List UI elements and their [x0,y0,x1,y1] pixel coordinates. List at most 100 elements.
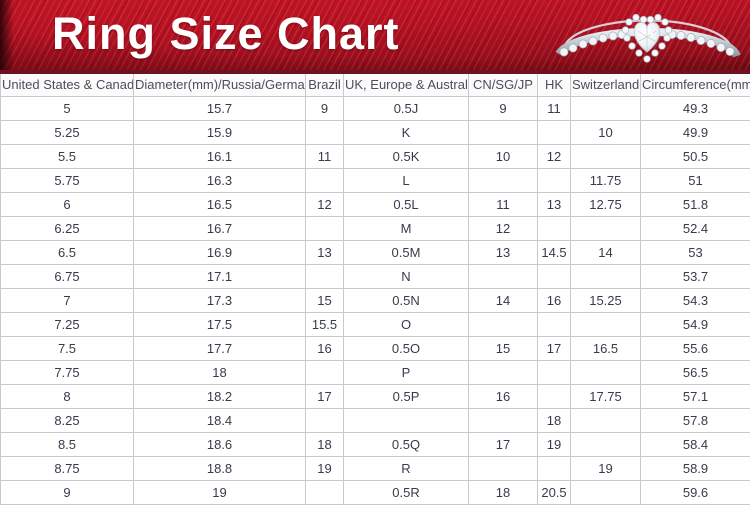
pave-diamonds-left [559,30,627,57]
table-cell: 0.5R [343,479,469,505]
heart-halo-diamonds [621,13,673,63]
table-cell: 13 [305,239,344,265]
table-row: 8 18.2 17 0.5P 16 17.75 57.1 [0,383,750,409]
table-cell: 12.75 [570,191,641,217]
table-cell: 54.3 [640,287,750,313]
table-cell [570,407,641,433]
table-cell: 11 [537,95,571,121]
table-cell: 19 [570,455,641,481]
table-cell [570,143,641,169]
table-cell [468,167,538,193]
table-row: 5 15.7 9 0.5J 9 11 49.3 [0,95,750,121]
table-cell [537,263,571,289]
table-cell: 16 [468,383,538,409]
table-cell: 8 [0,383,134,409]
table-cell [537,167,571,193]
table-cell [305,167,344,193]
table-cell [570,359,641,385]
table-cell: 11.75 [570,167,641,193]
table-cell: 59.6 [640,479,750,505]
table-cell: 8.5 [0,431,134,457]
table-cell: 56.5 [640,359,750,385]
table-cell: 49.3 [640,95,750,121]
table-cell: 17.7 [133,335,306,361]
table-row: 6.25 16.7 M 12 52.4 [0,215,750,241]
table-cell: 7.5 [0,335,134,361]
table-row: 7 17.3 15 0.5N 14 16 15.25 54.3 [0,287,750,313]
table-cell: 11 [305,143,344,169]
table-cell: 17 [468,431,538,457]
table-row: 8.75 18.8 19 R 19 58.9 [0,455,750,481]
table-cell: 58.9 [640,455,750,481]
table-cell: 20.5 [537,479,571,505]
table-row: 5.5 16.1 11 0.5K 10 12 50.5 [0,143,750,169]
table-cell: R [343,455,469,481]
table-body: 5 15.7 9 0.5J 9 11 49.3 5.25 15.9 K 10 49.9 5.5 16.1 1… [0,95,750,505]
column-header: HK [537,72,571,97]
table-cell: 14 [468,287,538,313]
table-cell: 58.4 [640,431,750,457]
table-cell: 18 [133,359,306,385]
table-header: United States & Canada Diameter(mm)/Russi… [0,72,750,97]
table-cell: 11 [468,191,538,217]
table-cell: 6.25 [0,215,134,241]
table-cell [468,311,538,337]
table-cell: 55.6 [640,335,750,361]
table-cell: 18.6 [133,431,306,457]
table-cell: 16.7 [133,215,306,241]
table-cell: 0.5K [343,143,469,169]
table-cell: 10 [468,143,538,169]
table-cell: 17 [305,383,344,409]
table-cell: 16.3 [133,167,306,193]
table-cell: 19 [305,455,344,481]
table-cell: 17.3 [133,287,306,313]
table-cell: 5.75 [0,167,134,193]
table-cell: 15 [305,287,344,313]
sparkles [640,21,666,36]
table-cell: 16.5 [570,335,641,361]
table-cell: 9 [468,95,538,121]
table-cell: 18 [468,479,538,505]
table-cell: 0.5J [343,95,469,121]
table-cell: 51 [640,167,750,193]
table-row: 6.5 16.9 13 0.5M 13 14.5 14 53 [0,239,750,265]
table-cell: M [343,215,469,241]
table-cell [537,119,571,145]
table-cell: 0.5N [343,287,469,313]
column-header: Diameter(mm)/Russia/Germany [133,72,306,97]
column-header: Brazil [305,72,344,97]
header-row: United States & Canada Diameter(mm)/Russi… [0,72,750,97]
table-cell: 17.75 [570,383,641,409]
table-cell: 16.9 [133,239,306,265]
table-row: 7.5 17.7 16 0.5O 15 17 16.5 55.6 [0,335,750,361]
table-cell: 0.5M [343,239,469,265]
table-cell: 16 [305,335,344,361]
table-cell: 10 [570,119,641,145]
table-cell [468,407,538,433]
diamond-ring-photo [555,13,741,63]
banner: Ring Size Chart [0,0,750,70]
table-cell: K [343,119,469,145]
table-cell: 6 [0,191,134,217]
table-cell: 13 [468,239,538,265]
table-cell: 53 [640,239,750,265]
table-cell [305,407,344,433]
diamond-facets [637,27,657,52]
table-cell: 7 [0,287,134,313]
table-cell: 18.4 [133,407,306,433]
table-cell: 19 [537,431,571,457]
table-cell: 57.1 [640,383,750,409]
table-cell: 17.1 [133,263,306,289]
table-cell [537,359,571,385]
table-cell [537,455,571,481]
table-cell: 18.8 [133,455,306,481]
table-cell: 9 [305,95,344,121]
ring-size-table: United States & Canada Diameter(mm)/Russi… [0,70,750,505]
table-cell [305,119,344,145]
table-cell: 15.9 [133,119,306,145]
table-cell [570,263,641,289]
table-cell: 6.5 [0,239,134,265]
table-cell: P [343,359,469,385]
table-cell: 14 [570,239,641,265]
table-cell: 7.75 [0,359,134,385]
